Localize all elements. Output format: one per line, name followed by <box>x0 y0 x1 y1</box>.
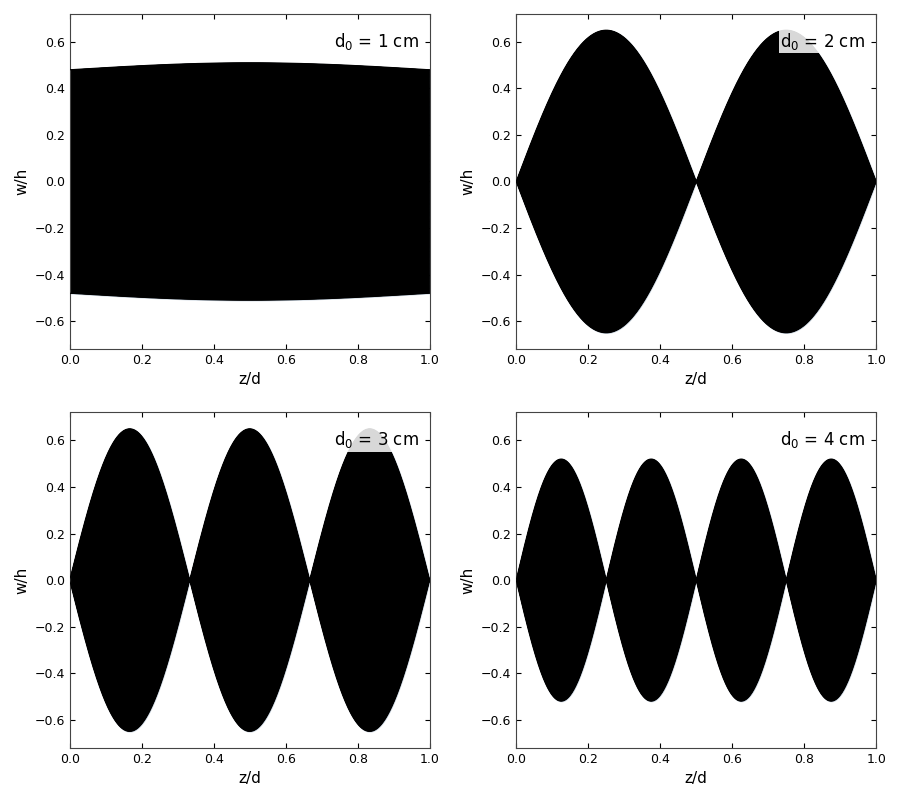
Text: d$_0$ = 1 cm: d$_0$ = 1 cm <box>334 30 418 52</box>
Y-axis label: w/h: w/h <box>14 168 29 195</box>
Y-axis label: w/h: w/h <box>14 566 29 594</box>
Y-axis label: w/h: w/h <box>461 566 475 594</box>
Y-axis label: w/h: w/h <box>461 168 475 195</box>
X-axis label: z/d: z/d <box>685 373 707 387</box>
X-axis label: z/d: z/d <box>685 771 707 786</box>
Text: d$_0$ = 2 cm: d$_0$ = 2 cm <box>780 30 866 52</box>
Text: d$_0$ = 3 cm: d$_0$ = 3 cm <box>334 430 418 450</box>
X-axis label: z/d: z/d <box>238 771 261 786</box>
X-axis label: z/d: z/d <box>238 373 261 387</box>
Text: d$_0$ = 4 cm: d$_0$ = 4 cm <box>780 430 866 450</box>
